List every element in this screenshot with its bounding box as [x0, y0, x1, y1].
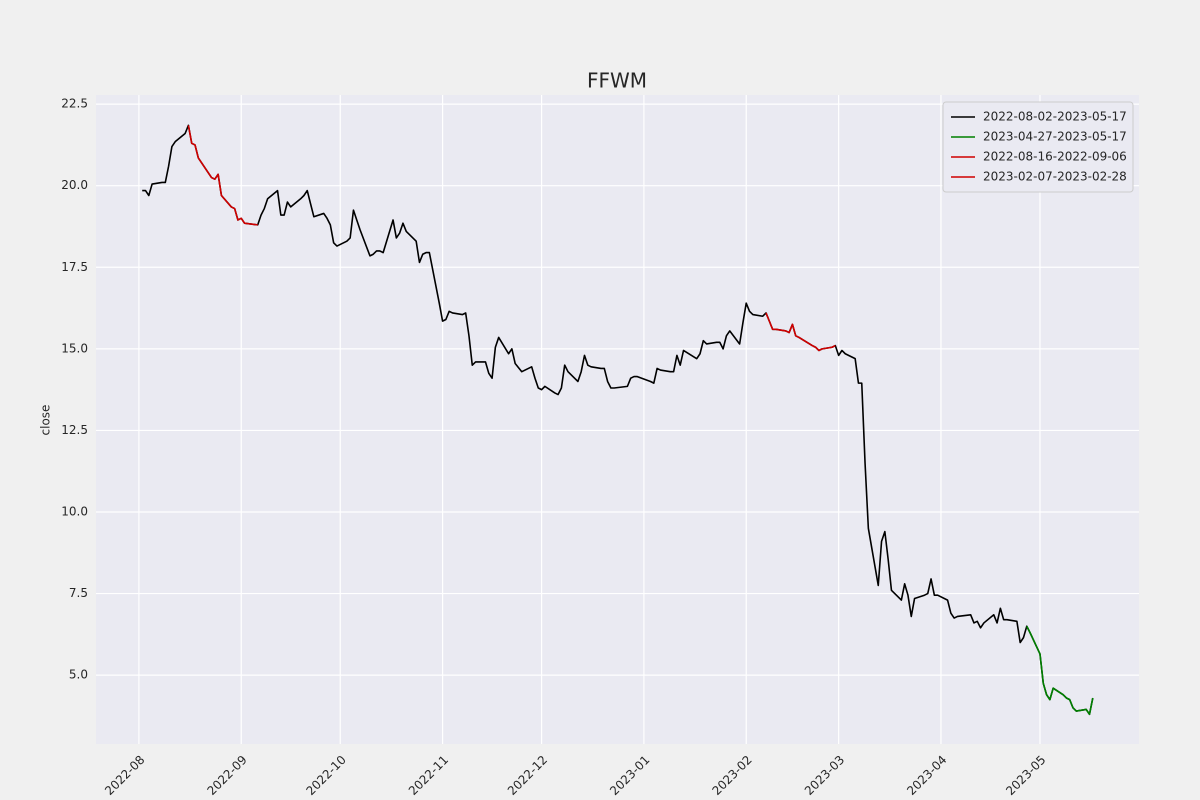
legend-label: 2022-08-16-2022-09-06 [983, 150, 1127, 164]
y-tick-label: 20.0 [61, 178, 88, 192]
y-tick-label: 12.5 [61, 423, 88, 437]
line [187, 125, 258, 226]
x-tick-label: 2022-12 [505, 753, 550, 798]
x-tick-label: 2022-10 [303, 753, 348, 798]
y-tick-label: 7.5 [69, 586, 88, 600]
legend-label: 2023-04-27-2023-05-17 [983, 130, 1127, 144]
line [765, 312, 836, 352]
y-tick-label: 22.5 [61, 97, 88, 111]
x-tick-label: 2022-09 [204, 753, 249, 798]
x-tick-label: 2022-11 [406, 753, 451, 798]
y-tick-label: 10.0 [61, 505, 88, 519]
x-tick-label: 2023-04 [904, 753, 949, 798]
y-tick-label: 15.0 [61, 341, 88, 355]
legend-label: 2023-02-07-2023-02-28 [983, 170, 1127, 184]
chart-title: FFWM [587, 69, 647, 93]
x-tick-label: 2023-05 [1003, 753, 1048, 798]
y-tick-label: 5.0 [69, 668, 88, 682]
x-tick-label: 2023-02 [709, 753, 754, 798]
line [142, 124, 1094, 716]
x-tick-label: 2023-01 [607, 753, 652, 798]
y-tick-label: 17.5 [61, 260, 88, 274]
x-tick-label: 2023-03 [802, 753, 847, 798]
legend-box [942, 101, 1134, 193]
plot-area [96, 95, 1139, 744]
line [1026, 625, 1094, 716]
legend-label: 2022-08-02-2023-05-17 [983, 110, 1127, 124]
x-tick-label: 2022-08 [102, 753, 147, 798]
y-axis-label: close [39, 405, 53, 436]
